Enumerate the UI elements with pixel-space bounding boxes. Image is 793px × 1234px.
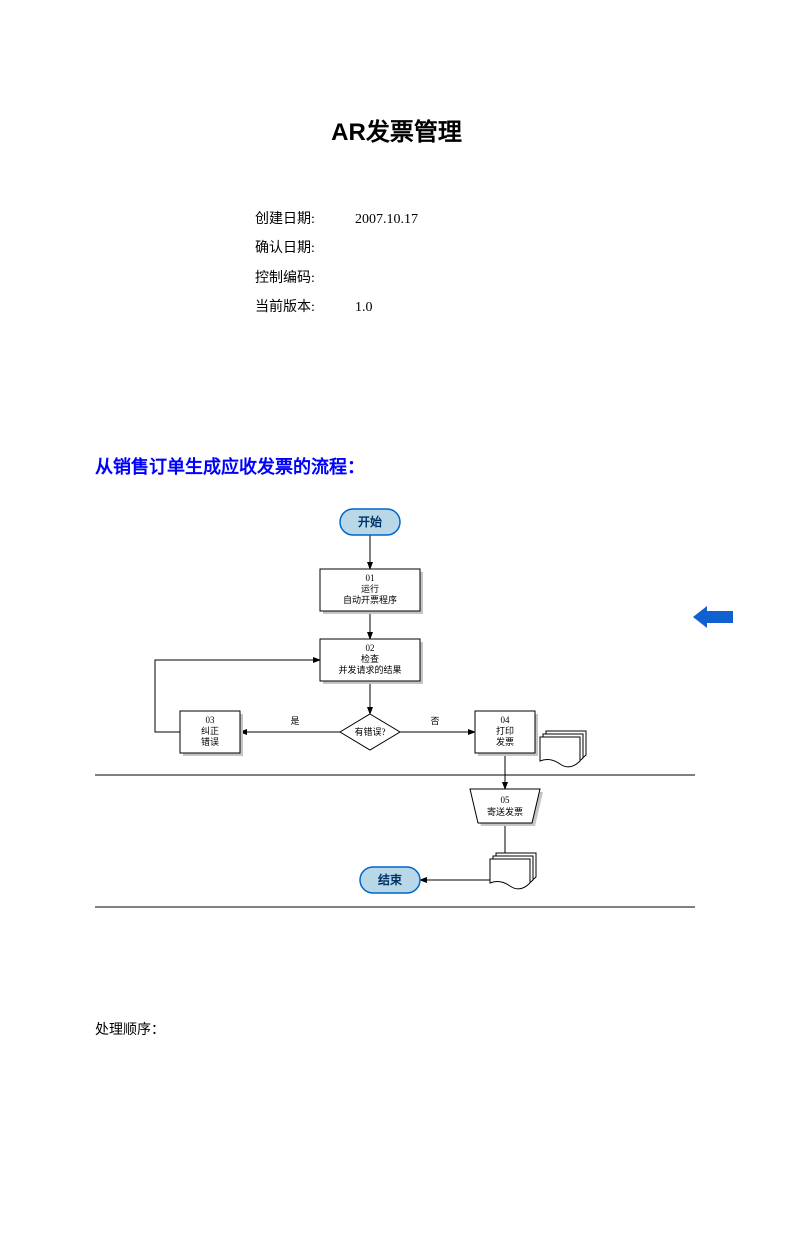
- svg-text:并发请求的结果: 并发请求的结果: [338, 664, 401, 675]
- meta-row: 控制编码:: [255, 264, 793, 293]
- page-title: AR发票管理: [0, 112, 793, 147]
- svg-text:纠正: 纠正: [201, 726, 219, 736]
- svg-text:03: 03: [206, 715, 216, 725]
- svg-text:检查: 检查: [361, 653, 379, 664]
- meta-label: 创建日期:: [255, 205, 355, 234]
- svg-text:04: 04: [501, 715, 511, 725]
- subheading: 处理顺序：: [95, 1019, 793, 1039]
- svg-text:运行: 运行: [361, 583, 379, 594]
- arrow-left-icon: [693, 606, 733, 633]
- svg-text:错误: 错误: [201, 736, 219, 747]
- svg-text:01: 01: [366, 573, 375, 583]
- meta-value: 1.0: [355, 293, 373, 322]
- svg-text:发票: 发票: [496, 736, 514, 747]
- svg-text:是: 是: [290, 716, 299, 726]
- flowchart: 是 否 开始 01运行自动开票程序 02检查并发请求的结果有错误? 03纠正错误 04打印发…: [95, 489, 695, 949]
- meta-row: 创建日期: 2007.10.17: [255, 205, 793, 234]
- svg-text:05: 05: [501, 795, 511, 805]
- section-heading: 从销售订单生成应收发票的流程：: [95, 453, 793, 479]
- svg-text:开始: 开始: [358, 514, 382, 529]
- svg-text:有错误?: 有错误?: [355, 726, 386, 737]
- meta-row: 当前版本: 1.0: [255, 293, 793, 322]
- meta-table: 创建日期: 2007.10.17 确认日期: 控制编码: 当前版本: 1.0: [255, 205, 793, 323]
- meta-label: 控制编码:: [255, 264, 355, 293]
- svg-text:02: 02: [366, 643, 375, 653]
- svg-text:否: 否: [430, 716, 439, 726]
- svg-text:自动开票程序: 自动开票程序: [343, 594, 397, 605]
- meta-value: 2007.10.17: [355, 205, 418, 234]
- svg-text:打印: 打印: [496, 725, 514, 736]
- meta-row: 确认日期:: [255, 234, 793, 263]
- meta-label: 确认日期:: [255, 234, 355, 263]
- svg-text:寄送发票: 寄送发票: [487, 806, 523, 817]
- svg-text:结束: 结束: [378, 872, 403, 887]
- meta-label: 当前版本:: [255, 293, 355, 322]
